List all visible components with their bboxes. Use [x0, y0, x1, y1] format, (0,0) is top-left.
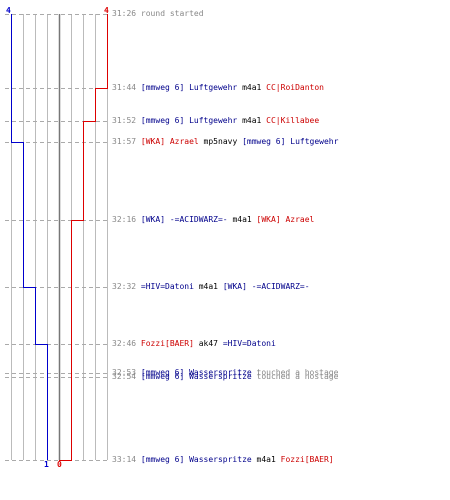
event-attacker: [mmweg 6] Wasserspritze — [140, 455, 252, 464]
event-time: 31:44 — [112, 83, 137, 92]
event-victim: [WKA] Azrael — [256, 215, 315, 224]
team2-start-score: 4 — [104, 6, 109, 15]
event-time: 31:57 — [112, 137, 137, 146]
event-weapon: m4a1 — [198, 282, 218, 291]
event-weapon: ak47 — [198, 339, 218, 348]
event-message: round started — [140, 9, 204, 18]
team1-score-line — [11, 14, 48, 460]
event-attacker: [WKA] Azrael — [140, 137, 199, 146]
event-row: 33:14 [mmweg 6] Wasserspritze m4a1 Fozzi… — [112, 455, 334, 465]
event-row: 32:53 [mmweg 6] Wasserspritze touched a … — [112, 368, 338, 378]
event-row: 31:57 [WKA] Azrael mp5navy [mmweg 6] Luf… — [112, 137, 338, 147]
event-attacker: [WKA] -=ACIDWARZ=- — [140, 215, 228, 224]
event-attacker: =HIV=Datoni — [140, 282, 194, 291]
event-weapon: mp5navy — [203, 137, 238, 146]
event-victim: =HIV=Datoni — [222, 339, 276, 348]
event-time: 32:32 — [112, 282, 137, 291]
event-attacker: [mmweg 6] Luftgewehr — [140, 83, 238, 92]
event-row: 32:16 [WKA] -=ACIDWARZ=- m4a1 [WKA] Azra… — [112, 215, 314, 225]
event-victim: [WKA] -=ACIDWARZ=- — [222, 282, 310, 291]
event-weapon: m4a1 — [242, 83, 262, 92]
event-time: 31:26 — [112, 9, 137, 18]
team2-end-score: 0 — [57, 460, 62, 469]
team1-start-score: 4 — [6, 6, 11, 15]
event-time: 32:53 — [112, 368, 137, 377]
event-attacker: Fozzi[BAER] — [140, 339, 194, 348]
event-time: 32:46 — [112, 339, 137, 348]
event-victim: [mmweg 6] Luftgewehr — [242, 137, 339, 146]
event-row: 31:52 [mmweg 6] Luftgewehr m4a1 CC|Killa… — [112, 116, 319, 126]
event-time: 31:52 — [112, 116, 137, 125]
event-row: 32:54 [mmweg 6] Wasserspritze touched a … — [112, 372, 338, 382]
event-message: touched a hostage — [256, 372, 339, 381]
event-time: 32:54 — [112, 372, 137, 381]
team2-score-line — [59, 14, 108, 461]
event-row: 32:46 Fozzi[BAER] ak47 =HIV=Datoni — [112, 339, 276, 349]
event-row: 32:32 =HIV=Datoni m4a1 [WKA] -=ACIDWARZ=… — [112, 282, 310, 292]
event-row: 31:44 [mmweg 6] Luftgewehr m4a1 CC|RoiDa… — [112, 83, 324, 93]
event-attacker: [mmweg 6] Wasserspritze — [140, 368, 252, 377]
event-attacker: [mmweg 6] Wasserspritze — [140, 372, 252, 381]
event-attacker: [mmweg 6] Luftgewehr — [140, 116, 238, 125]
event-weapon: m4a1 — [242, 116, 262, 125]
event-time: 33:14 — [112, 455, 137, 464]
event-message: touched a hostage — [256, 368, 339, 377]
team1-end-score: 1 — [44, 460, 49, 469]
event-time: 32:16 — [112, 215, 137, 224]
event-victim: CC|RoiDanton — [266, 83, 324, 92]
event-victim: CC|Killabee — [266, 116, 320, 125]
event-weapon: m4a1 — [232, 215, 252, 224]
event-row: 31:26 round started — [112, 9, 204, 19]
event-weapon: m4a1 — [256, 455, 276, 464]
event-victim: Fozzi[BAER] — [280, 455, 334, 464]
